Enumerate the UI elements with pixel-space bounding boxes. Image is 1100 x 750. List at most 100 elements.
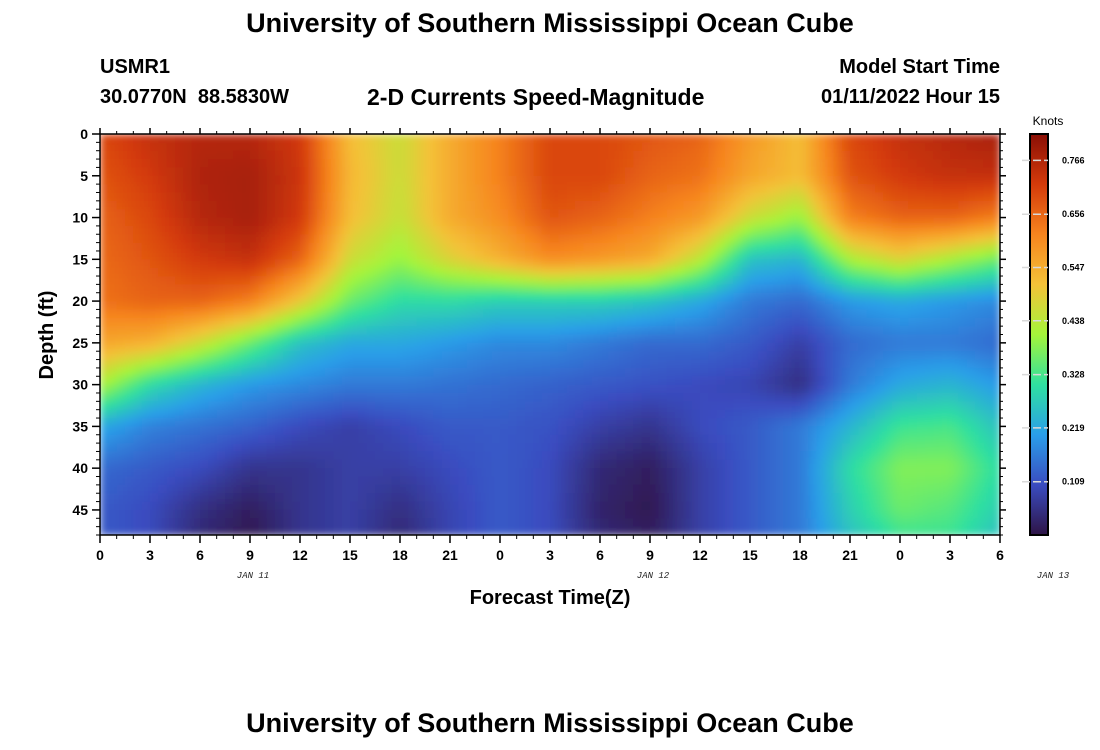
heatmap-cell (325, 376, 334, 386)
heatmap-cell (783, 267, 793, 277)
heatmap-cell (816, 276, 826, 285)
heatmap-cell (775, 259, 784, 269)
heatmap-cell (400, 175, 409, 185)
heatmap-cell (116, 476, 126, 486)
heatmap-cell (750, 317, 759, 327)
heatmap-cell (191, 276, 201, 285)
page-title-bottom: University of Southern Mississippi Ocean… (246, 708, 854, 738)
heatmap-cell (408, 209, 418, 219)
heatmap-cell (458, 276, 468, 285)
heatmap-cell (958, 301, 968, 311)
heatmap-cell (500, 468, 509, 478)
heatmap-cell (558, 367, 568, 377)
heatmap-cell (750, 142, 759, 152)
heatmap-cell (675, 459, 684, 469)
heatmap-cell (750, 259, 759, 269)
heatmap-cell (600, 234, 609, 244)
heatmap-cell (483, 284, 493, 294)
heatmap-cell (275, 334, 284, 344)
heatmap-cell (225, 234, 234, 244)
heatmap-cell (158, 367, 168, 377)
heatmap-cell (741, 468, 751, 478)
heatmap-cell (500, 234, 509, 244)
heatmap-cell (558, 184, 568, 194)
heatmap-cell (166, 284, 176, 294)
heatmap-cell (875, 317, 884, 327)
heatmap-cell (275, 367, 284, 377)
heatmap-cell (208, 259, 218, 269)
heatmap-cell (350, 493, 359, 503)
heatmap-cell (358, 309, 368, 319)
heatmap-cell (133, 192, 143, 202)
heatmap-cell (358, 159, 368, 169)
heatmap-cell (250, 493, 259, 503)
heatmap-cell (883, 509, 893, 519)
heatmap-cell (775, 134, 784, 143)
heatmap-cell (666, 159, 676, 169)
heatmap-cell (600, 242, 609, 252)
heatmap-cell (558, 426, 568, 436)
heatmap-cell (975, 351, 984, 361)
heatmap-cell (100, 259, 109, 269)
heatmap-cell (183, 392, 193, 402)
heatmap-cell (925, 384, 934, 394)
heatmap-cell (725, 284, 734, 294)
heatmap-cell (133, 326, 143, 336)
heatmap-cell (800, 292, 809, 302)
heatmap-cell (875, 192, 884, 202)
heatmap-cell (700, 392, 709, 402)
heatmap-cell (833, 409, 843, 419)
heatmap-cell (941, 225, 951, 235)
heatmap-cell (566, 200, 576, 210)
heatmap-cell (808, 501, 818, 511)
heatmap-cell (216, 351, 226, 361)
heatmap-cell (658, 342, 668, 352)
heatmap-cell (216, 267, 226, 277)
heatmap-cell (183, 200, 193, 210)
heatmap-cell (266, 184, 276, 194)
heatmap-cell (233, 301, 243, 311)
heatmap-cell (908, 192, 918, 202)
heatmap-cell (258, 150, 268, 160)
heatmap-cell (958, 484, 968, 494)
heatmap-cell (458, 142, 468, 152)
heatmap-cell (675, 409, 684, 419)
heatmap-cell (808, 334, 818, 344)
heatmap-cell (608, 451, 618, 461)
heatmap-cell (933, 184, 943, 194)
heatmap-cell (508, 150, 518, 160)
heatmap-cell (125, 242, 134, 252)
heatmap-cell (475, 292, 484, 302)
heatmap-cell (791, 468, 801, 478)
heatmap-cell (208, 292, 218, 302)
heatmap-cell (500, 150, 509, 160)
heatmap-cell (191, 200, 201, 210)
heatmap-cell (608, 334, 618, 344)
heatmap-cell (191, 501, 201, 511)
heatmap-cell (158, 451, 168, 461)
heatmap-cell (141, 267, 151, 277)
heatmap-cell (841, 359, 851, 369)
heatmap-cell (108, 468, 118, 478)
heatmap-cell (741, 359, 751, 369)
heatmap-cell (475, 200, 484, 210)
heatmap-cell (883, 484, 893, 494)
heatmap-cell (516, 326, 526, 336)
heatmap-cell (733, 326, 743, 336)
heatmap-cell (483, 476, 493, 486)
heatmap-cell (291, 384, 301, 394)
heatmap-cell (133, 434, 143, 444)
heatmap-cell (241, 276, 251, 285)
heatmap-cell (391, 317, 401, 327)
heatmap-cell (616, 175, 626, 185)
heatmap-cell (908, 342, 918, 352)
heatmap-cell (216, 359, 226, 369)
heatmap-cell (841, 484, 851, 494)
heatmap-cell (700, 426, 709, 436)
heatmap-cell (133, 334, 143, 344)
heatmap-cell (800, 225, 809, 235)
heatmap-cell (500, 501, 509, 511)
heatmap-cell (775, 209, 784, 219)
heatmap-cell (191, 451, 201, 461)
heatmap-cell (316, 234, 326, 244)
